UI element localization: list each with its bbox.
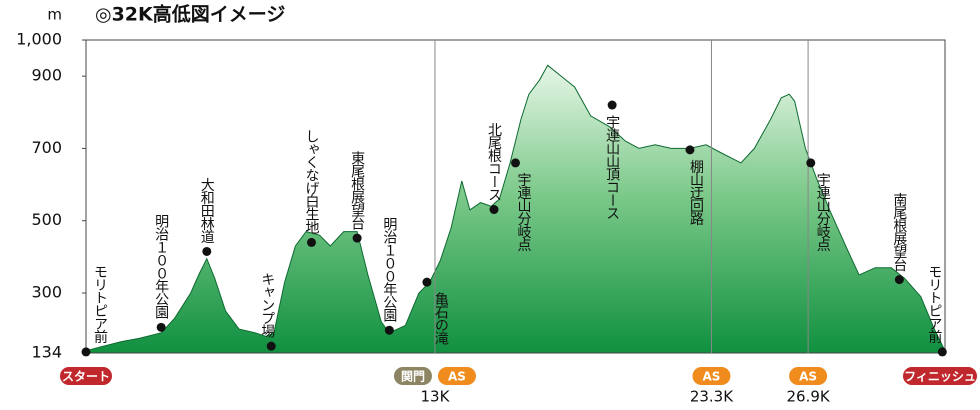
x-tick-label: 23.3K	[690, 388, 734, 406]
badge-label: 関門	[401, 370, 425, 384]
y-unit: m	[47, 6, 62, 24]
point	[422, 277, 432, 287]
badge	[393, 367, 432, 385]
point	[202, 246, 212, 256]
point	[511, 158, 520, 168]
point-label: 東尾根展望台	[349, 151, 365, 230]
badge	[60, 367, 112, 385]
chart-title: ◎32K高低図イメージ	[95, 3, 285, 26]
badge	[789, 367, 828, 385]
badge-label: AS	[702, 370, 720, 384]
point-label: 棚山迂回路	[688, 160, 704, 226]
point	[607, 100, 617, 110]
badge-label: フィニッシュ	[904, 370, 976, 384]
y-tick-label: 700	[31, 138, 62, 157]
y-tick-label: 134	[31, 343, 62, 362]
point-label: 明治１００年公園	[153, 214, 169, 319]
point	[384, 325, 394, 335]
point-label: 明治１００年公園	[381, 217, 397, 322]
point-label: モリトピア前	[92, 265, 108, 345]
point-label: 亀石の滝	[433, 292, 449, 345]
point	[894, 275, 904, 285]
point	[352, 233, 362, 243]
point-label: 宇連山分岐点	[516, 173, 532, 252]
profile-line	[85, 64, 946, 352]
y-tick-label: 900	[31, 66, 62, 85]
point-label: 宇連山分岐点	[815, 173, 831, 252]
point-label: 南尾根展望台	[891, 193, 907, 272]
point	[266, 341, 276, 351]
point	[685, 145, 695, 155]
point-label: 大和田林道	[199, 177, 215, 244]
point-label: 北尾根コース	[486, 123, 502, 201]
x-tick-label: 26.9K	[786, 388, 830, 406]
point	[489, 205, 499, 215]
badge	[437, 367, 476, 385]
y-tick-label: 300	[31, 283, 62, 302]
point	[81, 347, 91, 357]
area-fill	[86, 65, 945, 354]
y-tick-label: 500	[31, 210, 62, 229]
point-label: モリトピア前	[926, 265, 942, 345]
point	[806, 158, 816, 168]
badge	[692, 367, 731, 385]
badge-label: AS	[799, 370, 817, 384]
point-label: 宇連山山頂コース	[604, 115, 620, 219]
point	[306, 237, 316, 247]
x-tick-label: 13K	[421, 388, 451, 406]
badge	[903, 367, 977, 385]
point-label: しゃくなげ白生地	[303, 129, 319, 234]
badge-label: スタート	[62, 370, 110, 384]
point-label: キャンプ場	[259, 272, 275, 338]
point	[937, 347, 947, 357]
plot-frame	[85, 39, 946, 354]
badge-label: AS	[448, 370, 466, 384]
point	[156, 322, 166, 332]
y-tick-label: 1,000	[16, 30, 62, 49]
